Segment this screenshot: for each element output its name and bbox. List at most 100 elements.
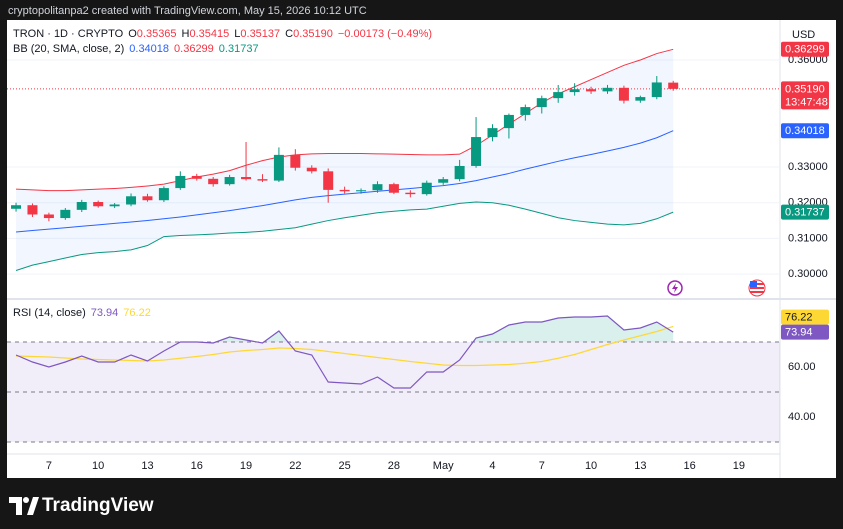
candle-body [602,87,613,92]
price-label: 76.22 [785,312,813,324]
band-line [15,130,674,233]
candle-body [109,204,120,207]
x-tick-label: 19 [733,460,745,472]
legend: TRON · 1D · CRYPTO O0.35365 H0.35415 L0.351… [13,28,432,40]
currency: USD [792,29,815,41]
legend-field-value: 0.35415 [190,28,230,40]
candle-body [668,82,679,89]
indicator-title: BB (20, SMA, close, 2) [13,43,124,55]
rsi-line [15,315,674,389]
rsi-plot [15,315,674,389]
x-tick-label: 7 [539,460,545,472]
candle-body [273,154,284,181]
y-tick-label: 0.33000 [788,161,828,173]
price-countdown: 13:47:48 [785,96,828,108]
candle-body [158,188,169,201]
price-plot [7,48,780,271]
price-label-box [781,123,829,139]
candle-body [60,209,71,219]
price-label: 0.34018 [785,125,825,137]
x-tick-label: 25 [338,460,350,472]
candle-body [618,87,629,101]
legend-title: TRON · 1D · CRYPTO [13,28,124,40]
candle-body [93,202,104,207]
overbought-fill [16,316,674,342]
legend-field-value: 0.35365 [137,28,177,40]
candle-body [372,184,383,191]
candle-body [323,171,334,190]
x-tick-label: 7 [46,460,52,472]
rsi-value: 76.22 [123,307,151,319]
legend-field-label: C [285,28,293,40]
candle-body [586,89,597,92]
price-label-box [781,324,829,340]
brand-name: TradingView [42,495,154,516]
y-tick-label: 0.30000 [788,268,828,280]
candle-body [76,202,87,210]
brand-logo [9,497,39,515]
alert-icon[interactable] [667,280,683,296]
candle-body [224,177,235,185]
indicator-value: 0.34018 [129,43,169,55]
candle-body [257,179,268,181]
price-label: 73.94 [785,327,813,339]
indicator-value: 0.31737 [219,43,259,55]
caption: cryptopolitanpa2 created with TradingVie… [8,5,367,17]
price-label: 0.35190 [785,83,825,95]
candle-body [421,182,432,195]
candle-body [356,190,367,192]
candle-body [11,205,22,209]
price-label-box [781,309,829,325]
candle-body [126,196,137,205]
price-label: 0.31737 [785,207,825,219]
legend-field-label: L [234,28,240,40]
candle-body [471,137,482,166]
y-tick-label: 0.31000 [788,232,828,244]
rsi-title: RSI (14, close) [13,307,86,319]
candle-body [306,167,317,172]
price-label: 0.36299 [785,44,825,56]
candle-body [405,192,416,195]
candle-body [191,175,202,179]
candle-body [175,175,186,189]
rsi-line [16,325,674,367]
rsi-legend: RSI (14, close) 73.94 76.22 [13,307,151,319]
x-tick-label: May [433,460,454,472]
candle-body [208,178,219,185]
candle-body [487,128,498,138]
indicator-value: 0.36299 [174,43,214,55]
x-tick-label: 13 [141,460,153,472]
band-line [16,48,674,192]
candle-body [536,98,547,108]
price-label-box [781,41,829,57]
x-tick-label: 16 [684,460,696,472]
candle-body [553,92,564,99]
candle-body [520,107,531,115]
price-label-box [781,204,829,220]
legend-field-label: O [128,28,137,40]
y-tick-label: 40.00 [788,411,816,423]
flag-icon[interactable] [748,279,766,297]
candle-body [438,179,449,183]
candle-body [290,154,301,168]
legend-change: −0.00173 (−0.49%) [338,28,432,40]
legend-field-value: 0.35137 [240,28,280,40]
candle-body [388,184,399,193]
candle-body [635,97,646,101]
candle-body [339,189,350,192]
x-tick-label: 22 [289,460,301,472]
x-tick-label: 10 [92,460,104,472]
y-tick-label: 60.00 [788,361,816,373]
candle-body [454,165,465,180]
candle-body [503,114,514,129]
chart-panel [7,20,836,478]
x-tick-label: 4 [489,460,495,472]
x-tick-label: 13 [634,460,646,472]
candle-body [27,205,38,215]
band-line [15,201,674,271]
candle-body [43,214,54,219]
x-tick-label: 16 [191,460,203,472]
x-tick-label: 28 [388,460,400,472]
